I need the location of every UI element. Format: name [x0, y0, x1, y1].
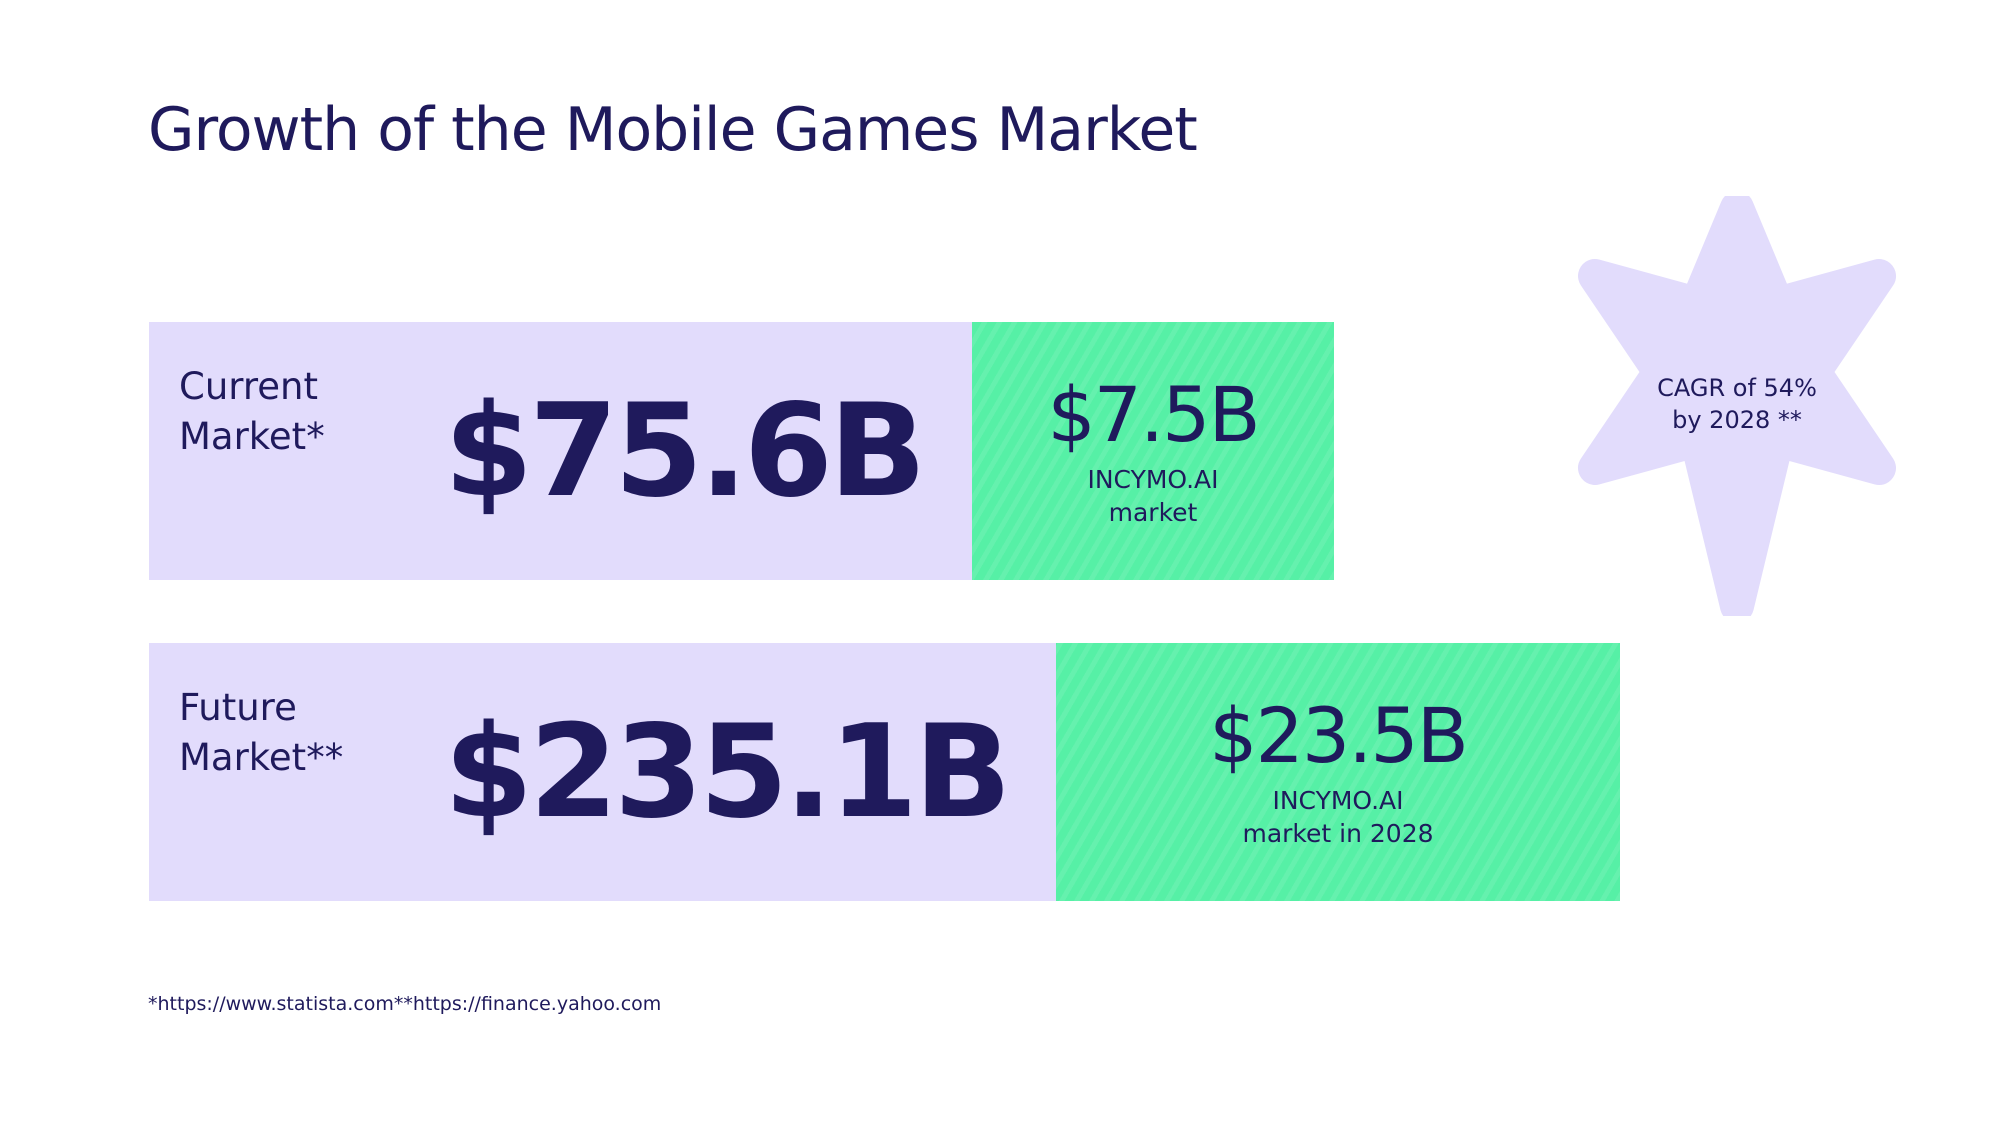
- current-market-panel: Current Market* $75.6B: [149, 322, 972, 580]
- current-market-label: Current Market*: [179, 365, 325, 458]
- future-market-label: Future Market**: [179, 686, 344, 779]
- future-incymo-value: $23.5B: [1209, 691, 1469, 780]
- current-market-value: $75.6B: [444, 377, 926, 526]
- future-market-panel: Future Market** $235.1B: [149, 643, 1056, 901]
- cagr-badge: CAGR of 54% by 2028 **: [1547, 196, 1927, 616]
- future-incymo-label: INCYMO.AI market in 2028: [1242, 786, 1434, 848]
- current-incymo-panel: $7.5B INCYMO.AI market: [972, 322, 1334, 580]
- current-incymo-label: INCYMO.AI market: [1087, 465, 1219, 527]
- page-title: Growth of the Mobile Games Market: [148, 95, 1198, 165]
- source-footnote: *https://www.statista.com**https://finan…: [148, 993, 662, 1015]
- future-incymo-panel: $23.5B INCYMO.AI market in 2028: [1056, 643, 1620, 901]
- current-incymo-value: $7.5B: [1047, 370, 1260, 459]
- future-market-value: $235.1B: [444, 698, 1011, 847]
- future-market-bar: Future Market** $235.1B $23.5B INCYMO.AI…: [149, 643, 1620, 901]
- cagr-text: CAGR of 54% by 2028 **: [1657, 374, 1817, 434]
- six-point-star-icon: [1578, 196, 1896, 616]
- current-market-bar: Current Market* $75.6B $7.5B INCYMO.AI m…: [149, 322, 1334, 580]
